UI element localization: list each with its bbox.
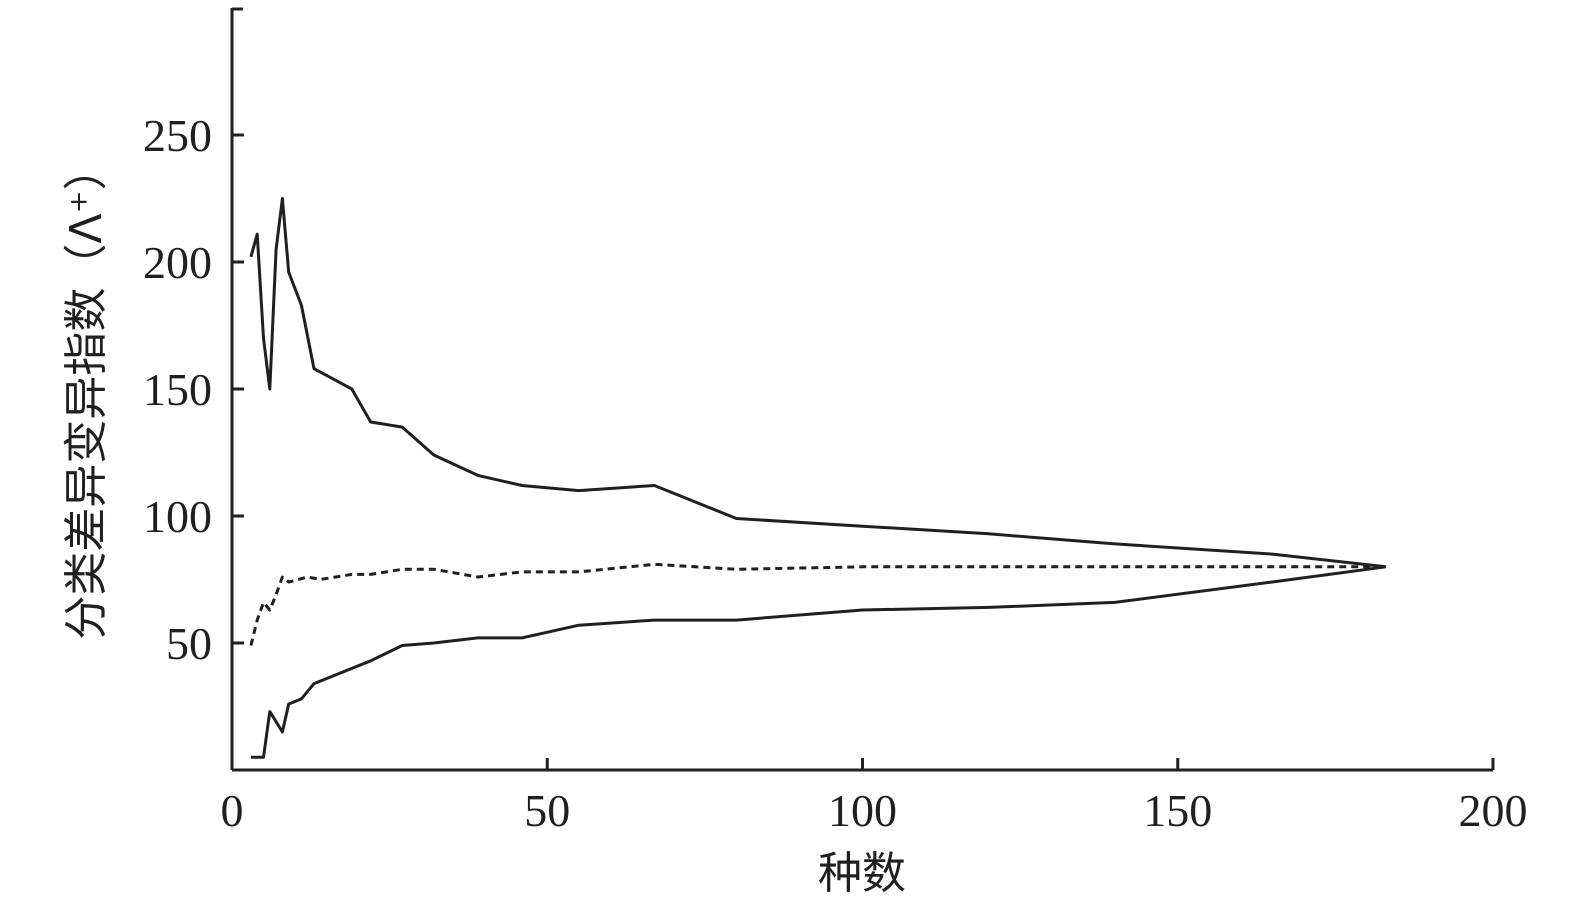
axes <box>230 7 1493 772</box>
series-line-3-solid <box>250 565 1386 759</box>
series-line-2-dashed <box>249 562 1386 646</box>
ticks: 0 50 100 150 200 50 100 150 200 250 <box>143 110 1528 836</box>
x-tick-label: 100 <box>828 785 897 836</box>
y-tick-label: 50 <box>166 618 212 669</box>
series-line-1-solid <box>249 197 1386 569</box>
y-tick-label: 200 <box>143 237 212 288</box>
series-group <box>249 197 1386 759</box>
x-tick-label: 150 <box>1143 785 1212 836</box>
x-tick-label: 0 <box>221 785 244 836</box>
x-tick-label: 200 <box>1459 785 1528 836</box>
x-tick-label: 50 <box>524 785 570 836</box>
y-tick-label: 250 <box>143 110 212 161</box>
y-tick-label: 150 <box>143 364 212 415</box>
y-tick-label: 100 <box>143 491 212 542</box>
y-axis-title: 分类差异变异指数（Λ⁺） <box>61 146 112 639</box>
x-axis-title: 种数 <box>818 848 906 899</box>
